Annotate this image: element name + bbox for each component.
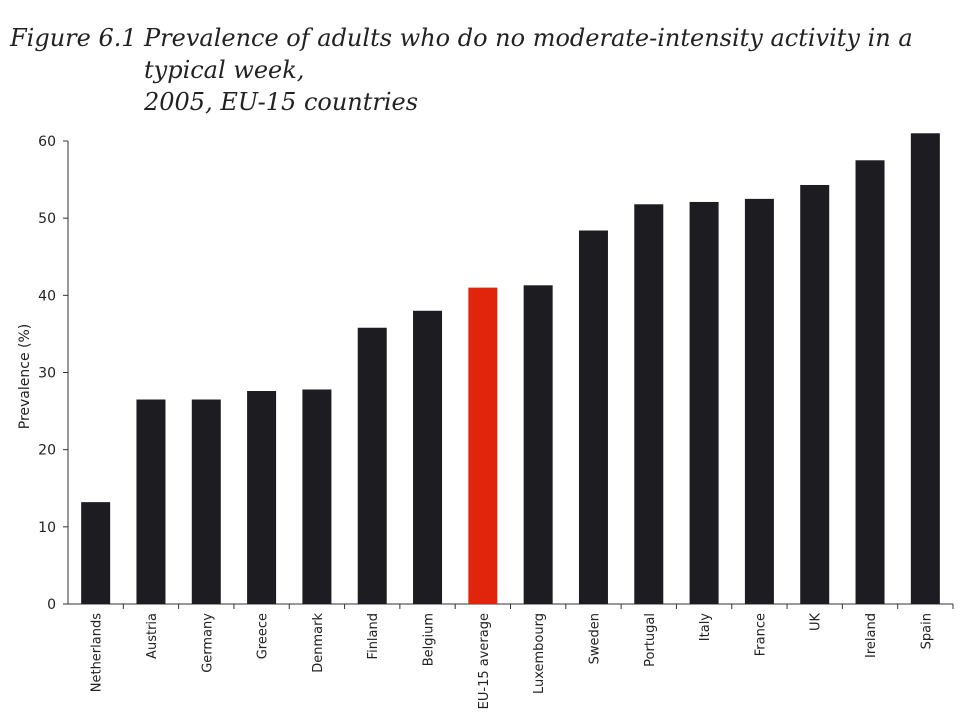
bar — [855, 160, 885, 604]
x-tick-label: EU-15 average — [477, 613, 492, 709]
x-tick-label: Germany — [200, 613, 215, 673]
bar — [800, 184, 830, 605]
y-axis: 0 10 20 30 40 50 60 — [38, 134, 69, 613]
bar — [357, 327, 387, 604]
figure-title: Figure 6.1 Prevalence of adults who do n… — [10, 22, 950, 118]
bar — [910, 133, 940, 605]
x-tick-label: Sweden — [587, 613, 602, 664]
bar — [191, 399, 221, 604]
x-tick-label: Finland — [366, 613, 381, 659]
x-axis: Netherlands Austria Germany Greece Denmark Fi… — [68, 603, 954, 709]
x-tick-label: Belgium — [422, 613, 437, 666]
x-tick-label: Netherlands — [90, 613, 105, 692]
x-tick-label: UK — [809, 613, 824, 632]
bar — [578, 230, 608, 604]
y-tick-label: 20 — [38, 443, 56, 459]
bar — [468, 287, 498, 604]
bar — [136, 399, 166, 604]
bar — [634, 204, 664, 604]
bar — [744, 198, 774, 604]
y-tick-label: 10 — [38, 520, 56, 536]
x-tick-label: Portugal — [643, 613, 658, 667]
y-tick-label: 50 — [38, 211, 56, 227]
figure-title-line2: 2005, EU-15 countries — [144, 88, 419, 116]
bar — [81, 502, 111, 604]
x-tick-label: Denmark — [311, 613, 326, 673]
bar — [689, 201, 719, 604]
figure-title-text: Prevalence of adults who do no moderate-… — [144, 22, 950, 118]
x-tick-label: Greece — [256, 613, 271, 659]
figure-title-line1: Prevalence of adults who do no moderate-… — [144, 24, 913, 84]
x-tick-label: Spain — [919, 613, 934, 649]
y-tick-label: 40 — [38, 288, 56, 304]
y-axis-label: Prevalence (%) — [17, 324, 33, 430]
bar — [523, 285, 553, 604]
x-tick-label: France — [753, 613, 768, 656]
bar — [413, 310, 443, 604]
x-tick-label: Italy — [698, 613, 713, 642]
y-tick-label: 0 — [47, 597, 56, 613]
x-tick-label: Luxembourg — [532, 613, 547, 694]
y-tick-label: 30 — [38, 366, 56, 382]
y-tick-label: 60 — [38, 134, 56, 150]
figure-number: Figure 6.1 — [10, 24, 137, 52]
bar — [247, 391, 277, 604]
bar — [302, 389, 332, 604]
bars — [81, 133, 940, 605]
x-tick-label: Ireland — [864, 613, 879, 658]
x-tick-label: Austria — [145, 613, 160, 659]
